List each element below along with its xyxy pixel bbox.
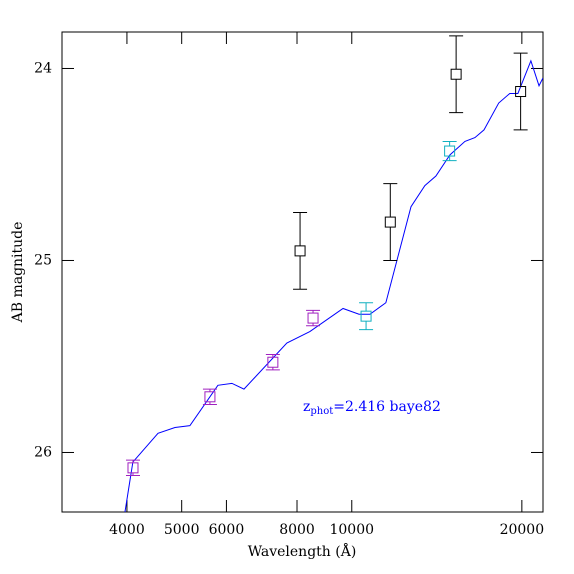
error-bar (125, 459, 140, 477)
y-tick-label: 25 (34, 252, 52, 268)
data-point (444, 145, 456, 157)
data-point (450, 68, 462, 80)
data-point (294, 245, 306, 257)
annotation-main: z (303, 399, 310, 415)
error-bar (202, 388, 217, 405)
x-axis-label: Wavelength (Å) (248, 542, 357, 560)
error-bar (265, 354, 280, 371)
x-tick-label: 4000 (109, 522, 145, 538)
data-point (515, 86, 527, 98)
x-tick-label: 8000 (279, 522, 315, 538)
annotation-sub: phot (310, 406, 333, 417)
annotation-rest: =2.416 baye82 (333, 399, 441, 415)
error-bar (306, 309, 321, 327)
data-point (127, 462, 139, 474)
data-point (360, 310, 372, 322)
error-bar (449, 35, 464, 114)
y-tick-label: 24 (34, 60, 52, 76)
error-bar (293, 211, 308, 290)
error-bar (513, 52, 528, 131)
annotation: zphot=2.416 baye82 (303, 399, 441, 417)
plot-frame (61, 31, 544, 513)
data-point (204, 391, 216, 403)
model-line (124, 59, 543, 512)
data-point (384, 216, 396, 228)
data-point (267, 356, 279, 368)
x-tick-label: 5000 (164, 522, 200, 538)
x-tick-label: 20000 (500, 522, 545, 538)
x-tick-label: 10000 (329, 522, 374, 538)
x-tick-label: 6000 (209, 522, 245, 538)
error-bar (442, 140, 457, 162)
y-tick-label: 26 (34, 444, 52, 460)
error-bar (383, 183, 398, 261)
data-point (307, 312, 319, 324)
error-bar (359, 302, 374, 331)
y-axis-label: AB magnitude (10, 222, 26, 324)
